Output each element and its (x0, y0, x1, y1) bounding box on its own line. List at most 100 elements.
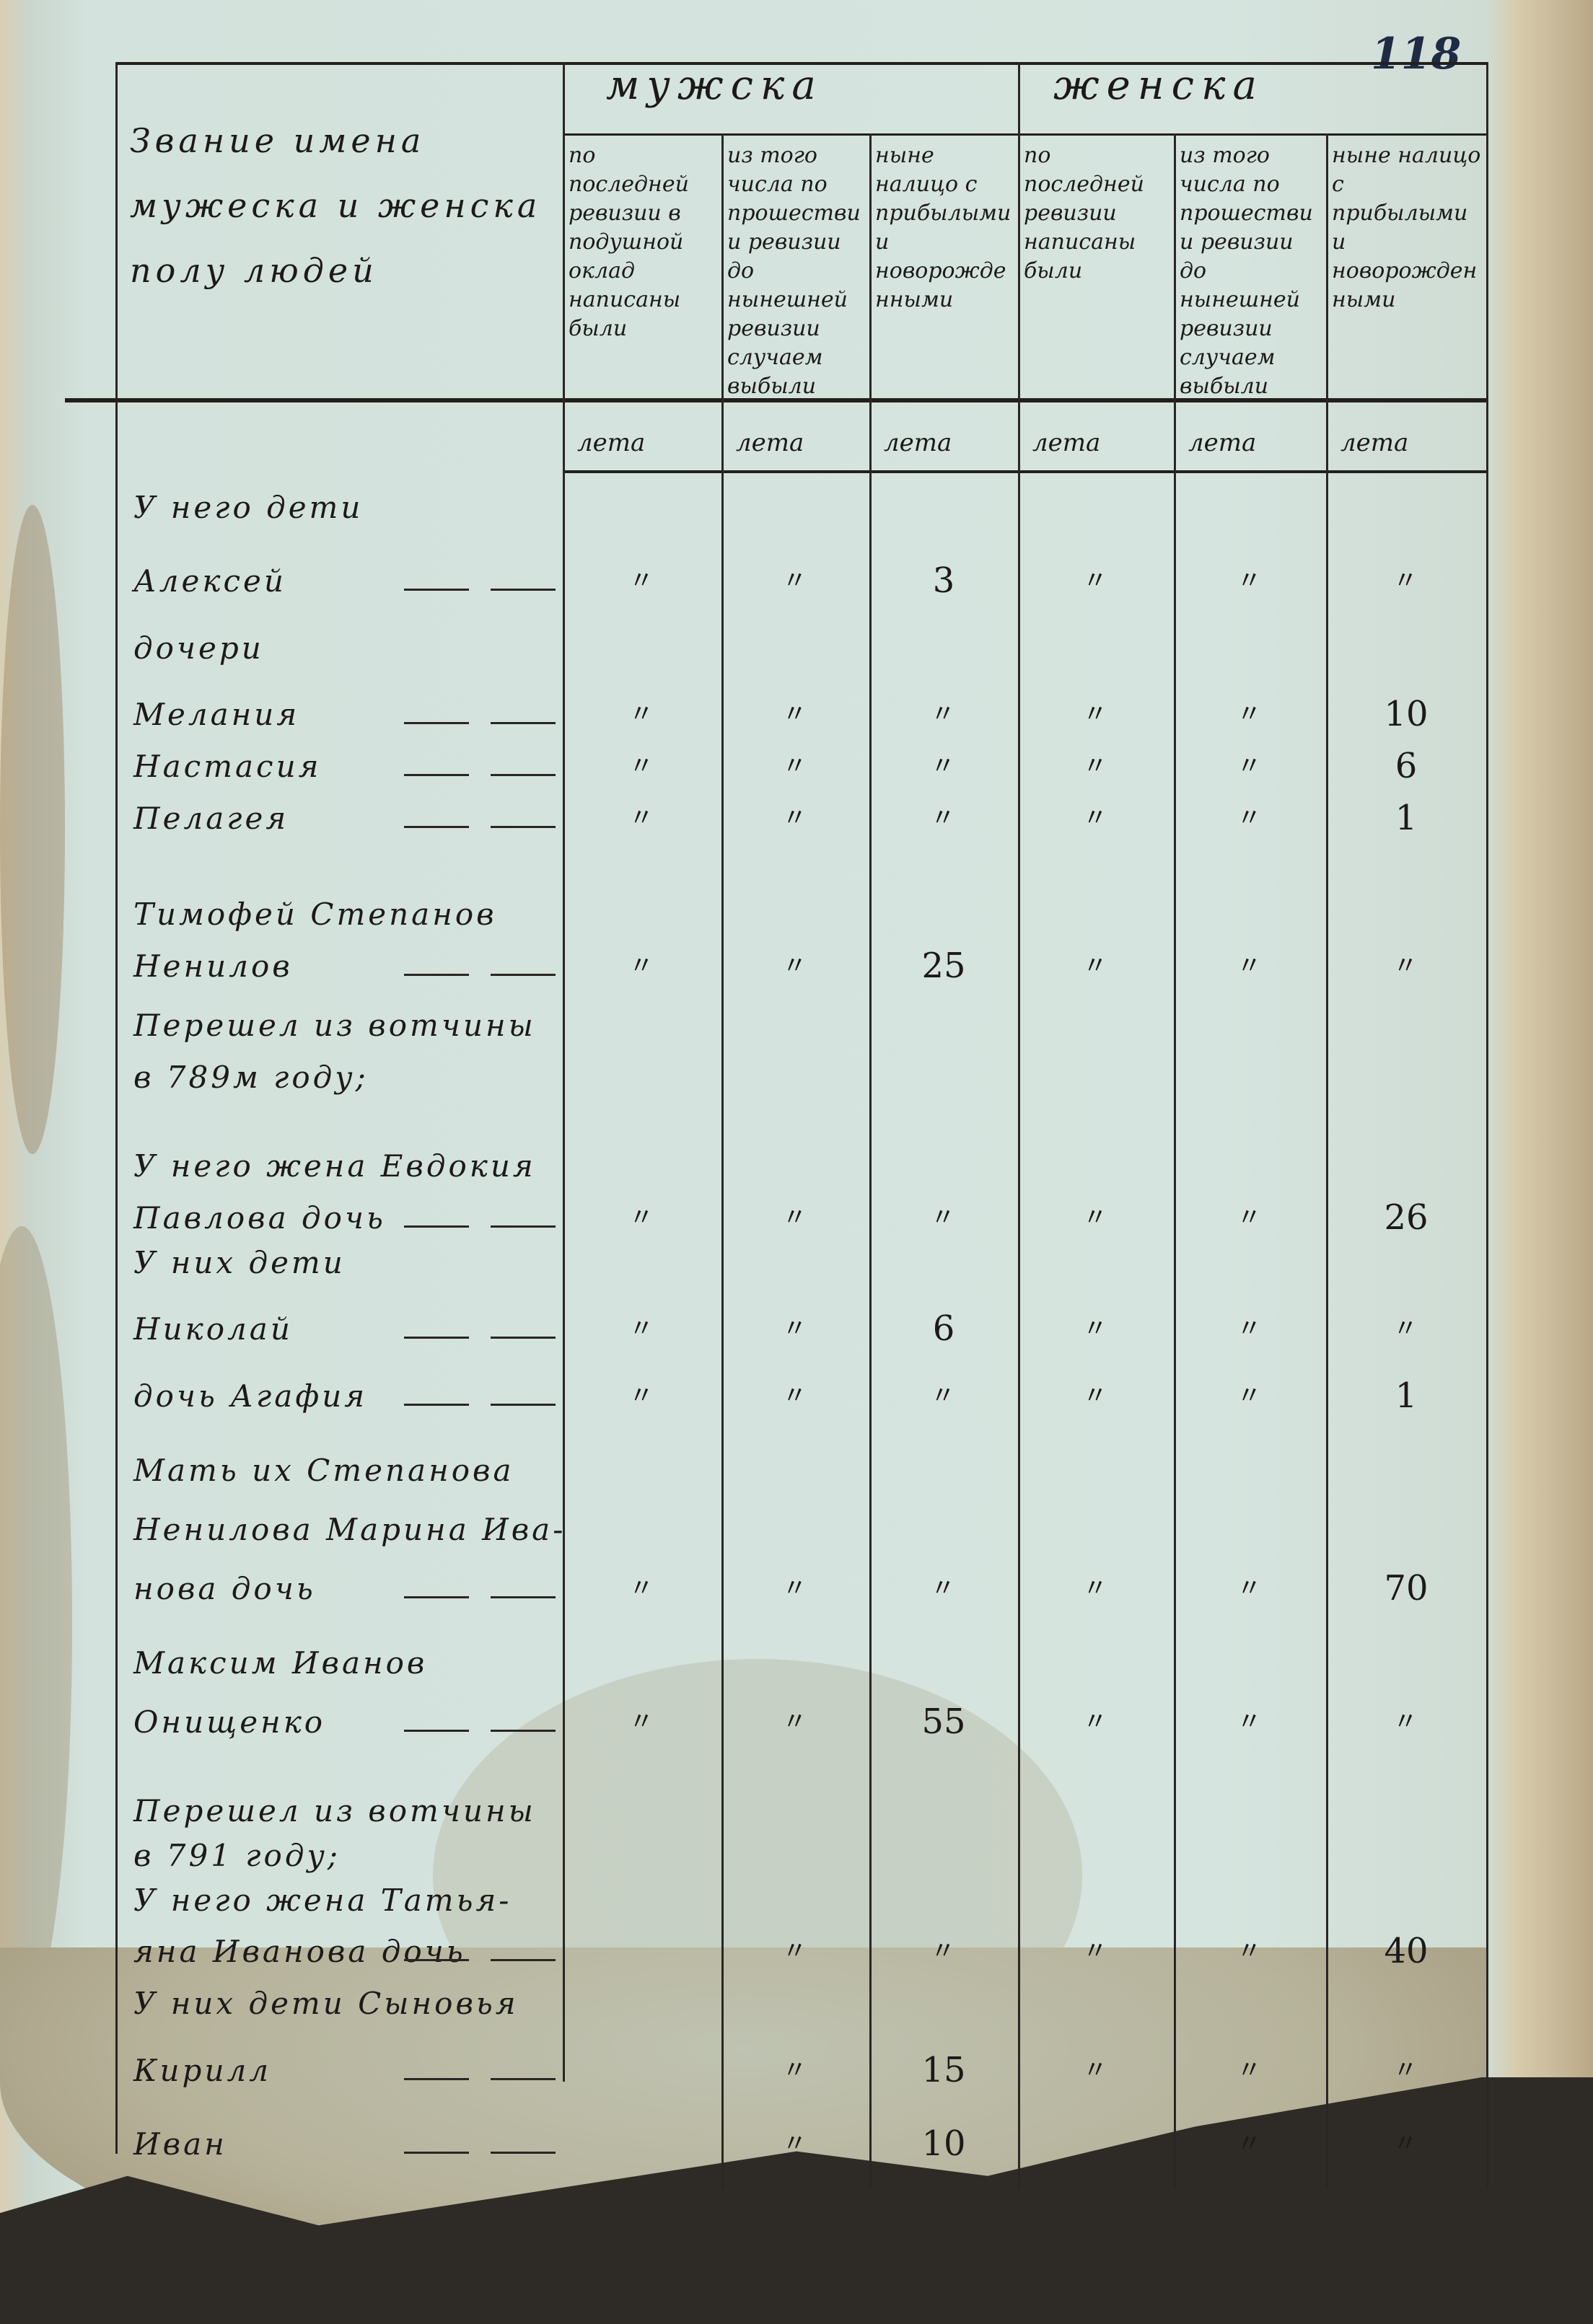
unit-label: лета (577, 428, 646, 457)
age-cell: 〃 (1237, 2056, 1263, 2085)
entry-text: У него жена Евдокия (133, 1148, 536, 1184)
entry-text: нова дочь (133, 1571, 316, 1606)
entry-text: в 791 году; (133, 1838, 341, 1873)
age-cell: 10 (921, 2123, 966, 2164)
column-header-4: по последней ревизии написаны были (1024, 143, 1144, 283)
dash-filler (404, 1596, 469, 1598)
entry-text: Кирилл (133, 2053, 271, 2088)
age-cell: 〃 (629, 1314, 655, 1343)
age-cell: 〃 (629, 1574, 655, 1603)
entry-text: Пелагея (133, 801, 289, 836)
age-cell: 40 (1384, 1931, 1429, 1971)
age-cell: 〃 (782, 1937, 809, 1966)
column-header-1: по последней ревизии в подушной оклад на… (569, 143, 689, 341)
column-divider (869, 133, 872, 2189)
age-cell: 〃 (782, 752, 809, 780)
entry-text: Иван (133, 2126, 227, 2162)
entry-text: У него жена Татья- (133, 1883, 512, 1918)
column-header-2: из того числа по прошествии ревизии до н… (727, 143, 861, 399)
age-cell: 〃 (931, 700, 957, 729)
column-divider (721, 133, 724, 2189)
age-cell: 3 (932, 560, 955, 601)
age-cell: 〃 (1393, 566, 1419, 595)
entry-text: дочери (133, 630, 264, 666)
entry-text: Онищенко (133, 1704, 326, 1740)
age-cell: 〃 (629, 566, 655, 595)
age-cell: 〃 (782, 1574, 809, 1603)
dash-filler (404, 974, 469, 976)
age-cell: 〃 (782, 1203, 809, 1232)
male-group-header: мужска (606, 62, 823, 109)
age-cell: 〃 (1237, 1314, 1263, 1343)
entry-text: Настасия (133, 749, 322, 784)
dash-filler (404, 1959, 469, 1961)
dash-filler (404, 2078, 469, 2080)
age-cell: 〃 (1393, 2129, 1419, 2158)
age-cell: 〃 (629, 804, 655, 832)
age-cell: 〃 (1083, 752, 1109, 780)
dash-filler (491, 1959, 556, 1961)
column-header-5: из того числа по прошествии ревизии до н… (1180, 143, 1313, 399)
age-cell: 〃 (1083, 1314, 1109, 1343)
age-cell: 〃 (782, 566, 809, 595)
age-cell: 〃 (1237, 804, 1263, 832)
column-divider (1486, 62, 1488, 2190)
dash-filler (404, 722, 469, 724)
entry-text: Тимофей Степанов (133, 897, 497, 932)
age-cell: 〃 (629, 1203, 655, 1232)
entry-text: Алексей (133, 563, 286, 599)
age-cell: 26 (1384, 1197, 1429, 1238)
unit-label: лета (884, 428, 952, 457)
age-cell: 〃 (931, 804, 957, 832)
group-rule (563, 133, 1486, 136)
age-cell: 1 (1395, 798, 1418, 838)
dash-filler (491, 2152, 556, 2154)
age-cell: 〃 (1237, 1574, 1263, 1603)
age-cell: 〃 (1083, 1203, 1109, 1232)
name-column-header: Звание имена мужеска и женска полу людей (130, 121, 542, 290)
age-cell: 〃 (1083, 566, 1109, 595)
entry-text: в 789м году; (133, 1060, 369, 1095)
entry-text: У них дети Сыновья (133, 1986, 519, 2021)
age-cell: 〃 (782, 951, 809, 980)
age-cell: 〃 (1393, 951, 1419, 980)
entry-text: Перешел из вотчины (133, 1008, 536, 1043)
age-cell: 〃 (1237, 1937, 1263, 1966)
age-cell: 〃 (629, 700, 655, 729)
age-cell: 〃 (782, 804, 809, 832)
dash-filler (404, 1337, 469, 1339)
age-cell: 〃 (931, 1574, 957, 1603)
dash-filler (404, 1730, 469, 1732)
dash-filler (404, 774, 469, 776)
age-cell: 〃 (1237, 566, 1263, 595)
age-cell: 〃 (931, 1381, 957, 1410)
age-cell: 1 (1395, 1376, 1418, 1416)
age-cell: 10 (1384, 694, 1429, 734)
dash-filler (491, 774, 556, 776)
age-cell: 〃 (1237, 1381, 1263, 1410)
column-divider (563, 62, 565, 2082)
age-cell: 〃 (1237, 700, 1263, 729)
dash-filler (491, 1225, 556, 1228)
entry-text: Мелания (133, 697, 300, 732)
dash-filler (491, 974, 556, 976)
unit-label: лета (1032, 428, 1101, 457)
age-cell: 〃 (782, 700, 809, 729)
entry-text: Мать их Степанова (133, 1453, 514, 1488)
age-cell: 〃 (931, 1203, 957, 1232)
unit-label: лета (1340, 428, 1409, 457)
dash-filler (404, 826, 469, 828)
age-cell: 〃 (782, 1707, 809, 1736)
entry-text: яна Иванова дочь (133, 1934, 466, 1969)
dash-filler (491, 722, 556, 724)
page-number: 118 (1371, 29, 1462, 79)
entry-text: дочь Агафия (133, 1378, 368, 1414)
water-stain (0, 1226, 72, 2020)
age-cell: 〃 (629, 752, 655, 780)
dash-filler (491, 1596, 556, 1598)
age-cell: 〃 (1393, 1314, 1419, 1343)
dash-filler (404, 1404, 469, 1406)
age-cell: 55 (921, 1702, 966, 1742)
age-cell: 〃 (1083, 700, 1109, 729)
entry-text: Павлова дочь (133, 1200, 386, 1236)
